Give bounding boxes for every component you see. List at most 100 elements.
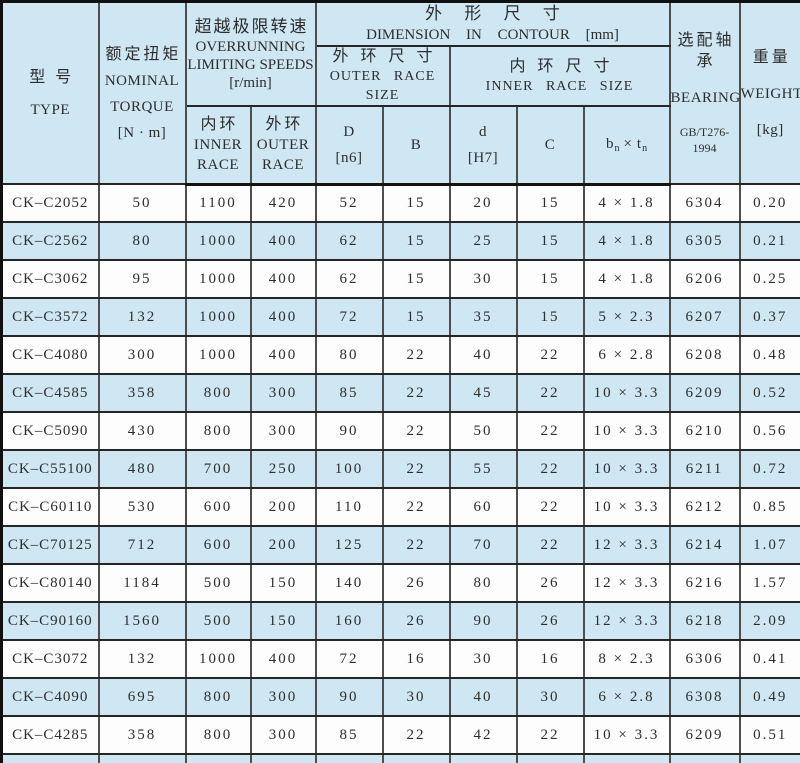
cell-d: 110 [315,488,384,527]
header-outer-race-en2: RACE [261,157,304,174]
cell-type: CK–C2562 [1,222,100,261]
cell-type: CK–C5090 [1,412,100,451]
table-row: CK–C4585 358 800 300 85 22 45 22 10 × 3.3 6209 0.5… [1,374,800,413]
cell-type: CK–C3072 [1,640,100,679]
table-row: CK–C4285 358 800 300 85 22 42 22 10 × 3.3 6209 0.5… [1,716,800,755]
cell-d: 72 [315,640,384,679]
cell-b: 22 [382,374,451,413]
header-torque-en1: NOMINAL [104,72,180,89]
cell-bearing: 6214 [669,526,741,565]
header-speeds-en1: OVERRUNNING [195,39,306,55]
cell-bt: 10 × 3.3 [583,488,671,527]
cell-type: CK–C4285 [1,716,100,755]
cell-torque: 95 [98,260,187,299]
header-col-c-label: C [544,136,556,153]
cell-weight: 0.41 [739,640,800,679]
cell-bearing: 6207 [669,298,741,337]
cell-torque: 1560 [98,602,187,641]
cell-bearing: 6210 [669,412,741,451]
cell-d: 30 [449,260,518,299]
cell-d: 25 [449,222,518,261]
cell-d: 100 [315,450,384,489]
cell-bearing: 6218 [669,602,741,641]
header-torque-cn: 额定扭矩 [105,45,182,63]
header-type-cn: 型 号 [29,68,75,86]
cell-type: CK–C80140 [1,564,100,603]
cell-c: 22 [516,336,585,375]
cell-c: 22 [516,374,585,413]
cell-c: 22 [516,412,585,451]
cell-c: 22 [516,716,585,755]
cell-d: 42 [449,716,518,755]
header-nominal-torque: 额定扭矩 NOMINAL TORQUE [N · m] [98,1,187,185]
header-inner-size-cn: 内 环 尺 寸 [509,57,614,75]
cell-inner_speed: 1000 [185,260,252,299]
cell-inner_speed: 800 [185,412,252,451]
header-col-bt: bn × tn [583,106,671,186]
cell-d: 60 [449,488,518,527]
bt-base2: t [636,136,643,153]
cell-b: 16 [382,640,451,679]
cell-b: 22 [382,450,451,489]
header-weight: 重量 WEIGHT [kg] [739,1,800,185]
header-dimension-cn: 外 形 尺 寸 [425,4,569,23]
cell-outer_speed: 200 [250,754,317,763]
cell-d: 90 [315,678,384,717]
header-col-c: C [516,106,585,186]
cell-inner_speed: 1000 [185,640,252,679]
cell-type: CK–C2052 [1,184,100,223]
table-row: CK–C3072 132 1000 400 72 16 30 16 8 × 2.3 6306 0.4… [1,640,800,679]
table-row: CK–C4090 695 800 300 90 30 40 30 6 × 2.8 6308 0.49 [1,678,800,717]
cell-bt: 10 × 3.3 [583,716,671,755]
cell-torque: 358 [98,716,187,755]
cell-b: 22 [382,412,451,451]
header-col-inner-d: d [H7] [449,106,518,186]
header-inner-race-en2: RACE [196,157,239,174]
cell-d: 52 [315,184,384,223]
cell-bearing: 6308 [669,678,741,717]
cell-torque: 1184 [98,564,187,603]
cell-b: 15 [382,184,451,223]
bt-sub1: n [614,143,620,155]
cell-inner_speed: 700 [185,450,252,489]
cell-c: 15 [516,184,585,223]
cell-bt: 4 × 1.8 [583,260,671,299]
table-row: CK–C80140 1184 500 150 140 26 80 26 12 × 3.3 6216… [1,564,800,603]
cell-weight: 0.52 [739,374,800,413]
cell-inner_speed: 1000 [185,336,252,375]
table-body: CK–C2052 50 1100 420 52 15 20 15 4 × 1.8 6304 0.20… [1,184,800,763]
header-col-d-tol: [n6] [335,149,363,166]
cell-inner_speed: 1000 [185,298,252,337]
cell-inner_speed: 800 [185,678,252,717]
cell-bt: 4 × 1.8 [583,222,671,261]
cell-bt: 12 × 3.3 [583,526,671,565]
cell-inner_speed: 500 [185,602,252,641]
bt-times: × [623,136,633,153]
cell-weight: 0.21 [739,222,800,261]
cell-type: CK–C65120 [1,754,100,763]
cell-bt: 4 × 1.8 [583,184,671,223]
cell-c: 26 [516,564,585,603]
cell-inner_speed: 1000 [185,222,252,261]
cell-d: 80 [449,564,518,603]
cell-inner_speed: 500 [185,564,252,603]
cell-bt: 6 × 2.8 [583,678,671,717]
header-weight-unit: [kg] [756,121,784,138]
cell-outer_speed: 400 [250,298,317,337]
cell-inner_speed: 800 [185,716,252,755]
cell-weight: 0.48 [739,336,800,375]
cell-c: 15 [516,260,585,299]
cell-d: 45 [449,374,518,413]
bt-sub2: n [642,143,648,155]
cell-outer_speed: 400 [250,640,317,679]
cell-bt: 6 × 2.8 [583,336,671,375]
cell-c: 16 [516,640,585,679]
cell-bt: 5 × 2.3 [583,298,671,337]
table-header: 型 号 TYPE 额定扭矩 NOMINAL TORQUE [N · m] 超越极… [1,1,800,186]
cell-b: 22 [382,754,451,763]
cell-d: 70 [449,526,518,565]
header-col-b-label: B [410,136,422,153]
cell-d: 160 [315,602,384,641]
cell-bearing: 6216 [669,564,741,603]
